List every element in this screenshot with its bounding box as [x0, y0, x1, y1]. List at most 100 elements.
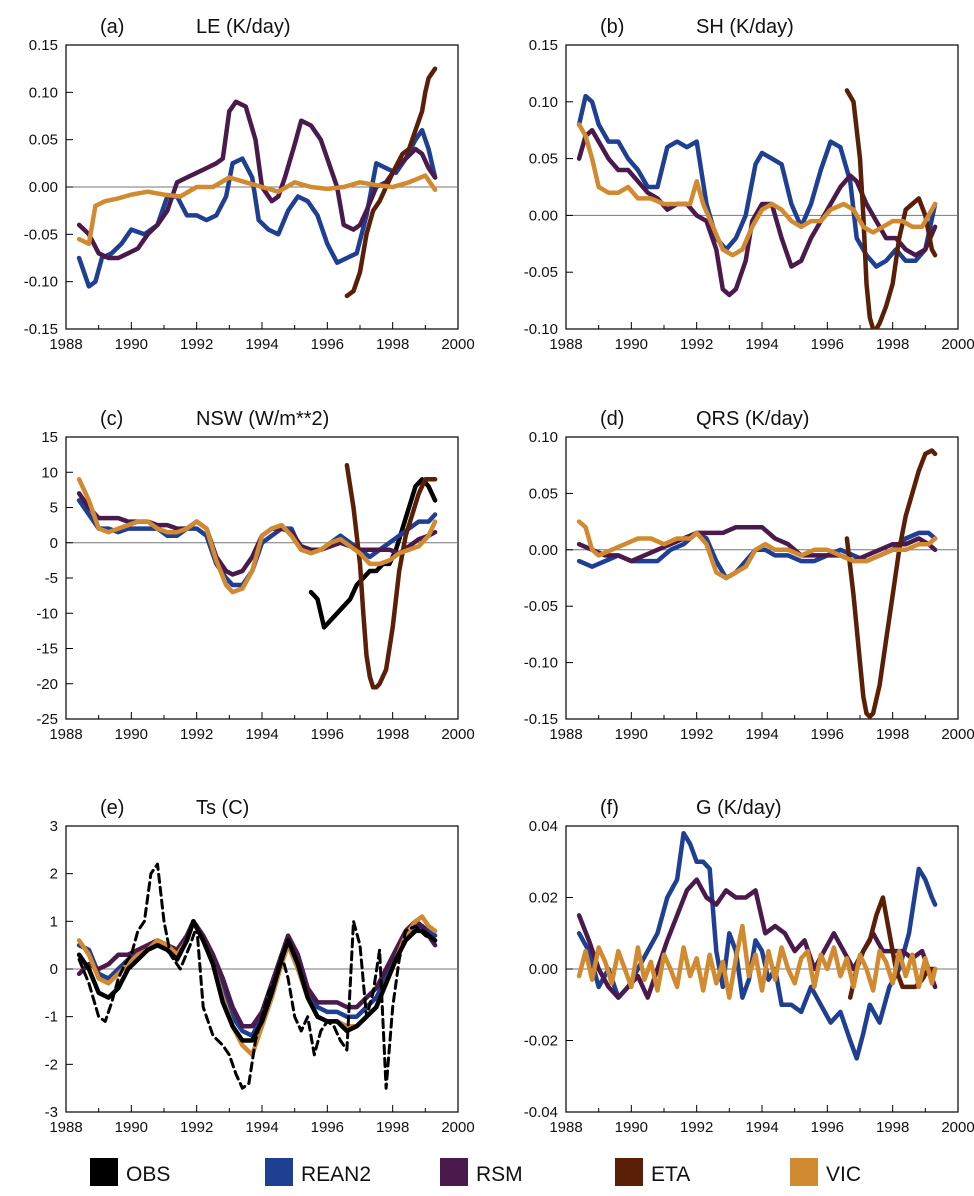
x-tick-label: 1992 — [680, 336, 713, 353]
x-tick-label: 1990 — [115, 1119, 148, 1136]
panel-title: SH (K/day) — [696, 16, 794, 38]
x-tick-label: 1996 — [811, 336, 844, 353]
series-line-vic — [576, 122, 938, 258]
legend-label-rsm: RSM — [476, 1163, 523, 1186]
x-tick-label: 1988 — [549, 726, 582, 743]
panel-title: Ts (C) — [196, 797, 249, 819]
x-tick-label: 1992 — [180, 726, 213, 743]
x-tick-label: 1992 — [180, 1119, 213, 1136]
y-tick-label: 0.10 — [529, 429, 558, 446]
y-tick-label: -5 — [45, 570, 58, 587]
y-tick-label: -0.04 — [524, 1104, 558, 1121]
series-group — [76, 862, 438, 1090]
x-tick-label: 2000 — [441, 336, 474, 353]
x-tick-label: 1994 — [245, 1119, 278, 1136]
x-tick-label: 1998 — [376, 1119, 409, 1136]
y-tick-label: 0.05 — [529, 151, 558, 168]
y-tick-label: 0.15 — [529, 37, 558, 54]
y-tick-label: -0.02 — [524, 1033, 558, 1050]
panel-title: NSW (W/m**2) — [196, 408, 329, 430]
x-tick-label: 2000 — [941, 336, 974, 353]
x-tick-label: 2000 — [941, 726, 974, 743]
series-line-obs — [308, 477, 438, 630]
series-group — [576, 448, 938, 719]
x-tick-label: 1994 — [745, 336, 778, 353]
x-tick-label: 1998 — [376, 726, 409, 743]
y-tick-label: -0.10 — [524, 321, 558, 338]
series-line-obs-dashed — [77, 862, 437, 1090]
legend-swatch-rsm — [440, 1158, 468, 1186]
series-line-rsm — [576, 127, 938, 298]
legend-swatch-vic — [790, 1158, 818, 1186]
legend-swatch-rean2 — [265, 1158, 293, 1186]
series-line-vic — [76, 173, 438, 247]
x-tick-label: 1992 — [680, 726, 713, 743]
x-tick-label: 1994 — [745, 1119, 778, 1136]
x-tick-label: 1990 — [615, 336, 648, 353]
legend-swatch-eta — [615, 1158, 643, 1186]
x-tick-label: 1998 — [876, 726, 909, 743]
legend: OBS REAN2 RSM ETA VIC — [90, 1158, 861, 1186]
series-line-rean2 — [576, 93, 938, 269]
x-tick-label: 1998 — [376, 336, 409, 353]
x-tick-label: 1990 — [115, 726, 148, 743]
x-tick-label: 1992 — [180, 336, 213, 353]
x-tick-label: 1992 — [680, 1119, 713, 1136]
panel-letter: (a) — [100, 16, 124, 38]
panel-letter: (f) — [600, 797, 619, 819]
x-tick-label: 1988 — [49, 726, 82, 743]
panel-b: 1988 1990 1992 1994 1996 1998 2000 -0.10 -0.05 0.… — [524, 16, 974, 353]
panel-title: G (K/day) — [696, 797, 782, 819]
y-tick-label: 0.05 — [29, 132, 58, 149]
x-tick-label: 1994 — [245, 726, 278, 743]
x-tick-label: 1996 — [311, 1119, 344, 1136]
series-group — [576, 830, 938, 1061]
legend-label-vic: VIC — [826, 1163, 861, 1186]
y-tick-label: 0.10 — [29, 84, 58, 101]
legend-label-rean2: REAN2 — [301, 1163, 371, 1186]
legend-label-eta: ETA — [651, 1163, 690, 1186]
series-line-eta — [344, 462, 438, 690]
panel-letter: (c) — [100, 408, 123, 430]
y-tick-label: 0 — [50, 535, 58, 552]
series-line-eta — [844, 88, 938, 329]
y-tick-label: 0.00 — [529, 542, 558, 559]
x-tick-label: 1998 — [876, 336, 909, 353]
y-tick-label: -0.05 — [24, 226, 58, 243]
y-tick-label: 0.05 — [529, 485, 558, 502]
series-line-vic — [576, 923, 938, 1000]
series-line-rsm — [576, 524, 938, 564]
plot-frame — [565, 436, 959, 720]
x-tick-label: 1988 — [49, 1119, 82, 1136]
x-tick-label: 1996 — [311, 336, 344, 353]
y-tick-label: -0.15 — [524, 711, 558, 728]
x-tick-label: 1996 — [311, 726, 344, 743]
y-tick-label: 15 — [41, 429, 58, 446]
y-tick-label: -3 — [45, 1104, 58, 1121]
series-line-rsm — [576, 877, 938, 1000]
y-tick-label: 0.02 — [529, 890, 558, 907]
y-tick-label: 1 — [50, 913, 58, 930]
y-tick-label: -10 — [36, 605, 58, 622]
panel-title: QRS (K/day) — [696, 408, 809, 430]
legend-swatch-obs — [90, 1158, 118, 1186]
y-tick-label: 2 — [50, 866, 58, 883]
series-line-rean2 — [76, 127, 438, 289]
series-group — [76, 66, 438, 299]
y-tick-label: -0.05 — [524, 598, 558, 615]
series-line-eta — [344, 66, 438, 299]
panel-letter: (e) — [100, 797, 124, 819]
series-line-rean2 — [576, 830, 938, 1061]
y-tick-label: -15 — [36, 641, 58, 658]
x-tick-label: 1998 — [876, 1119, 909, 1136]
y-tick-label: 5 — [50, 500, 58, 517]
series-group — [76, 462, 438, 690]
y-tick-label: 0.15 — [29, 37, 58, 54]
y-tick-label: 3 — [50, 818, 58, 835]
y-tick-label: -0.10 — [24, 274, 58, 291]
x-tick-label: 2000 — [441, 1119, 474, 1136]
panel-letter: (d) — [600, 408, 624, 430]
y-tick-label: -25 — [36, 711, 58, 728]
x-tick-label: 1990 — [115, 336, 148, 353]
